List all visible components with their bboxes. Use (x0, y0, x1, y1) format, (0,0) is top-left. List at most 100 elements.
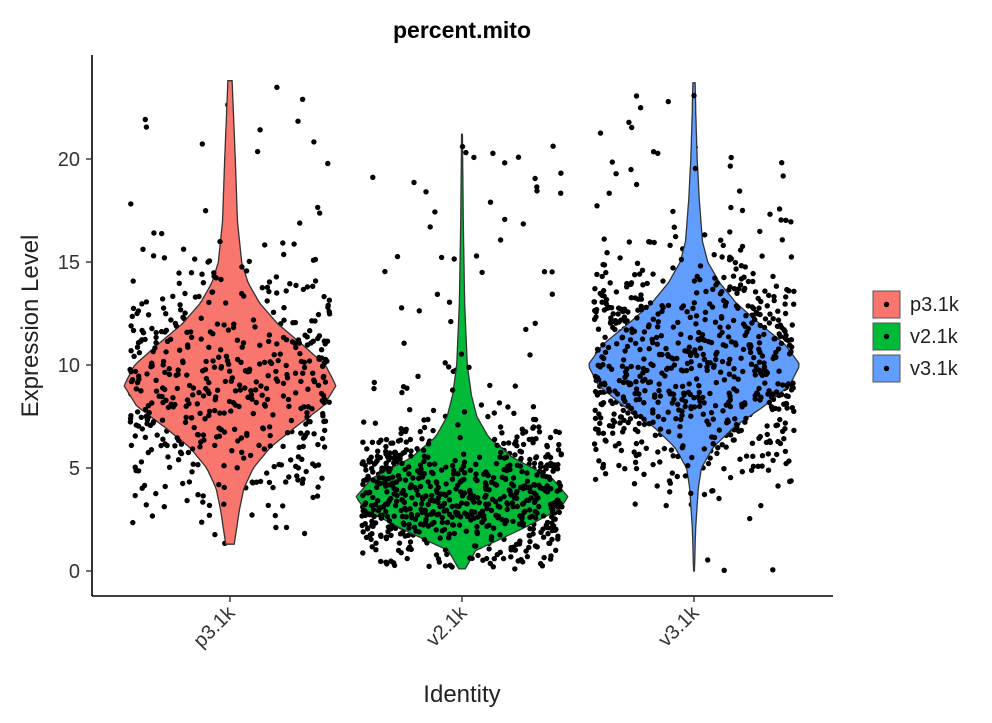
point-v3.1k (740, 321, 747, 327)
point-p3.1k (239, 290, 245, 297)
point-p3.1k (266, 479, 273, 486)
point-v3.1k (786, 351, 793, 357)
point-v3.1k (739, 207, 746, 214)
point-v2.1k (532, 416, 539, 423)
point-v3.1k (761, 360, 767, 366)
point-v3.1k (770, 316, 776, 322)
point-v3.1k (728, 339, 735, 345)
point-v2.1k (555, 447, 562, 453)
point-v2.1k (461, 451, 467, 457)
point-p3.1k (298, 358, 305, 365)
point-p3.1k (325, 160, 331, 167)
point-p3.1k (132, 492, 138, 499)
point-v2.1k (425, 441, 432, 447)
point-v2.1k (386, 497, 393, 503)
point-p3.1k (188, 415, 195, 421)
point-v2.1k (414, 446, 420, 452)
point-v3.1k (660, 278, 666, 284)
point-v3.1k (780, 382, 786, 388)
point-v2.1k (523, 326, 529, 333)
point-v3.1k (776, 206, 783, 212)
point-p3.1k (267, 359, 273, 365)
point-v2.1k (434, 291, 441, 297)
point-p3.1k (175, 457, 182, 463)
point-v3.1k (771, 293, 777, 300)
point-v2.1k (545, 531, 551, 537)
point-p3.1k (242, 385, 248, 391)
point-v2.1k (435, 556, 442, 562)
point-v2.1k (371, 379, 377, 386)
point-v2.1k (417, 470, 423, 476)
point-v2.1k (438, 254, 445, 261)
point-v3.1k (766, 292, 772, 298)
point-p3.1k (242, 368, 249, 374)
point-p3.1k (218, 347, 224, 353)
point-v3.1k (673, 416, 679, 422)
point-v3.1k (731, 286, 738, 292)
point-v3.1k (648, 361, 654, 367)
point-p3.1k (266, 424, 273, 430)
point-v2.1k (425, 501, 431, 508)
point-p3.1k (273, 274, 280, 280)
point-v3.1k (756, 333, 762, 340)
point-p3.1k (223, 300, 229, 306)
point-v2.1k (480, 557, 486, 563)
point-p3.1k (200, 280, 207, 286)
point-v3.1k (632, 501, 638, 507)
point-p3.1k (145, 403, 152, 409)
point-v2.1k (427, 483, 434, 490)
point-v3.1k (680, 303, 687, 309)
y-axis-ticks: 0 5 10 15 20 (58, 149, 92, 583)
point-p3.1k (270, 309, 277, 315)
point-v3.1k (709, 488, 715, 494)
point-v3.1k (688, 365, 695, 372)
point-p3.1k (206, 379, 212, 386)
point-v3.1k (625, 410, 631, 416)
point-v3.1k (693, 321, 699, 327)
point-v2.1k (416, 475, 422, 481)
point-v2.1k (407, 436, 414, 443)
point-p3.1k (275, 357, 281, 364)
point-v2.1k (497, 424, 504, 430)
point-v3.1k (713, 356, 719, 363)
point-v3.1k (659, 351, 665, 358)
point-v3.1k (656, 381, 662, 387)
point-v3.1k (655, 449, 661, 455)
point-p3.1k (304, 410, 310, 416)
point-p3.1k (304, 284, 311, 290)
point-v3.1k (789, 405, 795, 411)
point-v3.1k (784, 382, 790, 388)
legend: p3.1k v2.1k v3.1k (872, 290, 960, 383)
point-v3.1k (787, 478, 793, 485)
point-v3.1k (730, 273, 737, 279)
point-v2.1k (363, 467, 369, 473)
point-v3.1k (747, 515, 753, 522)
point-v2.1k (548, 553, 554, 559)
point-v3.1k (776, 331, 782, 337)
point-v3.1k (790, 380, 796, 386)
point-v2.1k (440, 503, 446, 509)
point-v3.1k (682, 403, 688, 410)
point-p3.1k (311, 431, 317, 437)
point-p3.1k (222, 378, 228, 385)
point-v2.1k (389, 522, 395, 528)
point-v3.1k (732, 416, 738, 422)
point-v2.1k (369, 522, 375, 529)
point-p3.1k (212, 442, 218, 449)
point-v3.1k (785, 393, 791, 400)
point-v2.1k (391, 450, 397, 456)
point-v2.1k (425, 416, 431, 423)
point-v3.1k (707, 301, 713, 307)
point-v3.1k (617, 420, 623, 426)
point-v3.1k (727, 403, 734, 410)
point-p3.1k (322, 427, 328, 434)
point-v3.1k (684, 348, 691, 354)
point-p3.1k (301, 404, 307, 410)
point-v2.1k (524, 553, 531, 560)
point-v3.1k (726, 371, 733, 377)
point-v2.1k (519, 520, 525, 526)
point-v2.1k (403, 514, 409, 520)
point-p3.1k (295, 477, 301, 483)
point-p3.1k (288, 457, 294, 463)
point-v2.1k (421, 424, 428, 431)
